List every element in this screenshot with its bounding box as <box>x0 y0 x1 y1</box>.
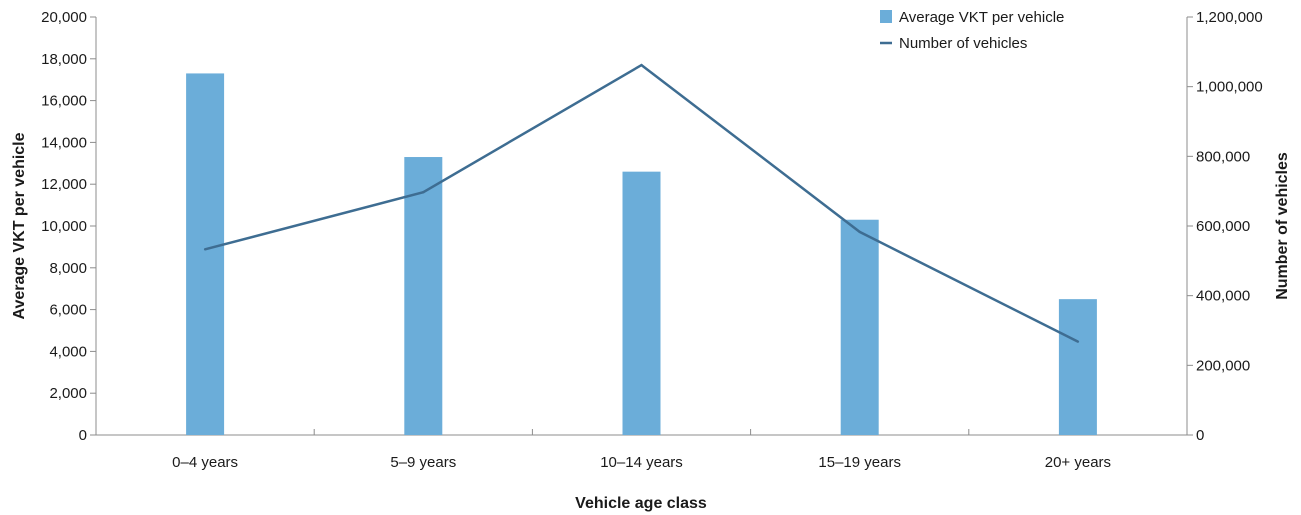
line-point <box>422 191 425 194</box>
y-tick-label: 20,000 <box>41 9 87 26</box>
y-tick-label: 16,000 <box>41 93 87 110</box>
x-tick-label: 0–4 years <box>172 454 238 471</box>
line-series <box>203 63 1080 343</box>
left-axis-ticks: 0 2,000 4,000 6,000 8,000 10,000 12,000 14,000 1… <box>41 9 96 444</box>
x-tick-label: 15–19 years <box>818 454 901 471</box>
y-tick-label: 0 <box>79 427 87 444</box>
x-axis-title: Vehicle age class <box>575 495 707 512</box>
y-tick-label: 6,000 <box>49 302 87 319</box>
y2-axis-title: Number of vehicles <box>1274 152 1291 300</box>
y2-tick-label: 200,000 <box>1196 357 1250 374</box>
bar <box>186 73 225 436</box>
line-point <box>203 248 207 251</box>
legend-bar-swatch <box>880 10 892 23</box>
x-axis-ticks: 0–4 years 5–9 years 10–14 years 15–19 years… <box>172 429 1111 471</box>
x-tick-label: 20+ years <box>1045 454 1111 471</box>
bar <box>1058 299 1097 435</box>
legend: Average VKT per vehicle Number of vehicl… <box>880 9 1064 52</box>
y2-tick-label: 400,000 <box>1196 288 1250 305</box>
line-point <box>1076 340 1080 343</box>
y-tick-label: 14,000 <box>41 134 87 151</box>
legend-bar-label: Average VKT per vehicle <box>899 9 1064 26</box>
y-tick-label: 12,000 <box>41 176 87 193</box>
right-axis-ticks: 0 200,000 400,000 600,000 800,000 1,000,000 1,… <box>1187 9 1263 444</box>
bar <box>404 157 443 435</box>
y2-tick-label: 600,000 <box>1196 218 1250 235</box>
y-tick-label: 8,000 <box>49 260 87 277</box>
x-tick-label: 5–9 years <box>390 454 456 471</box>
line-point <box>858 230 861 234</box>
line-point <box>640 63 643 67</box>
y-tick-label: 10,000 <box>41 218 87 235</box>
y2-tick-label: 800,000 <box>1196 148 1250 165</box>
y2-tick-label: 1,200,000 <box>1196 9 1263 26</box>
y-tick-label: 4,000 <box>49 343 87 360</box>
y2-tick-label: 0 <box>1196 427 1204 444</box>
bar-series <box>186 73 1097 436</box>
bar <box>622 171 661 435</box>
legend-line-label: Number of vehicles <box>899 35 1027 52</box>
y2-tick-label: 1,000,000 <box>1196 79 1263 96</box>
y-tick-label: 18,000 <box>41 51 87 68</box>
bar <box>840 219 879 435</box>
y-axis-title: Average VKT per vehicle <box>11 132 28 319</box>
y-tick-label: 2,000 <box>49 385 87 402</box>
x-tick-label: 10–14 years <box>600 454 683 471</box>
